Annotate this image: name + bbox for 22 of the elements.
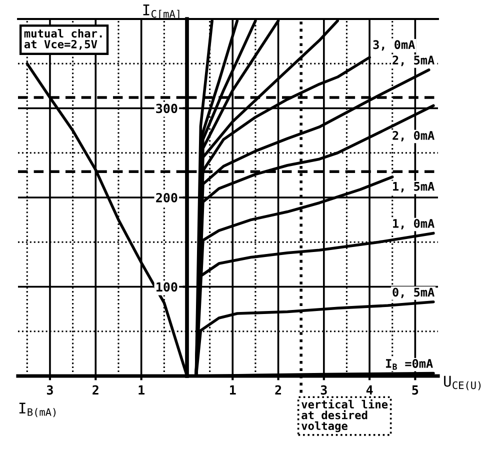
x-axis-title: U$_{CE(U)}$ xyxy=(444,376,481,390)
x-tick-label: 3 xyxy=(46,385,53,395)
x-axis-title: I$_{B(mA)}$ xyxy=(19,402,56,418)
ref-line-label: vertical line at desired voltage xyxy=(302,399,388,432)
x-tick-label: 2 xyxy=(92,385,98,395)
x-tick-label: 5 xyxy=(412,385,418,395)
y-tick-label: 300 xyxy=(156,104,178,114)
series-label: 3, 0mA xyxy=(373,40,415,51)
series-label: 1, 0mA xyxy=(393,218,434,230)
annotation: mutual char. at Vce=2,5V xyxy=(24,28,102,50)
x-tick-label: 1 xyxy=(230,385,236,395)
series-label: 0, 5mA xyxy=(392,288,434,298)
series-label: 1, 5mA xyxy=(393,182,434,192)
series-label: 2, 0mA xyxy=(392,130,434,142)
series-label: 2, 5mA xyxy=(392,56,434,66)
x-tick-label: 3 xyxy=(320,385,327,395)
x-tick-label: 4 xyxy=(366,385,373,395)
series-label: I$_{B}$ =0mA xyxy=(386,359,433,370)
x-tick-label: 1 xyxy=(138,385,144,395)
y-tick-label: 100 xyxy=(156,282,178,292)
y-tick-label: 200 xyxy=(156,192,178,202)
x-tick-label: 2 xyxy=(275,385,281,395)
